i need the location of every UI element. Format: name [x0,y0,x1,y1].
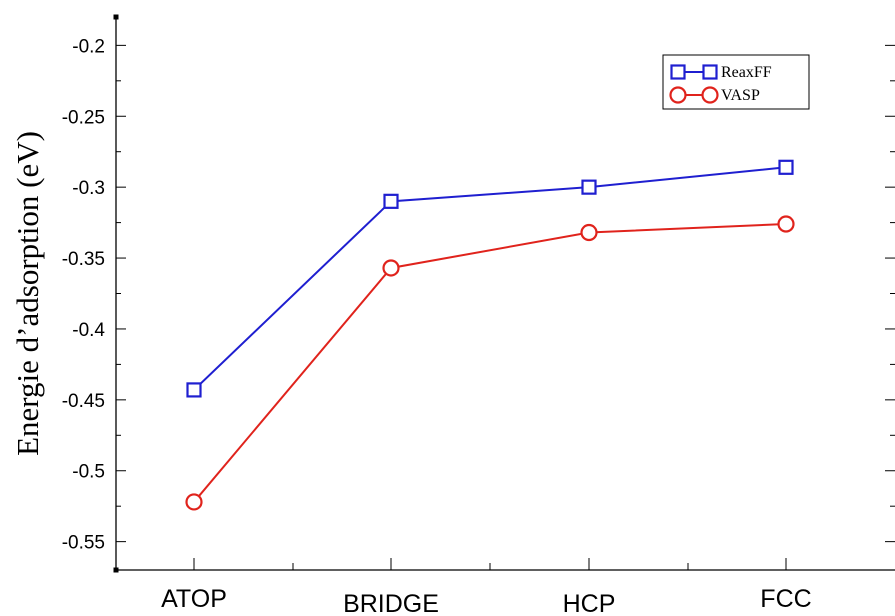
y-axis-ticks: -0.2 -0.25 -0.3 -0.35 -0.4 -0.45 -0.5 -0.55 [62,36,895,554]
series-line-vasp [193,223,787,503]
series-line-reaxff [193,166,787,391]
y-tick-label: -0.3 [72,178,105,199]
y-tick-label: -0.35 [62,249,105,270]
data-point-reaxff [778,159,794,175]
data-point-vasp [580,223,598,242]
legend-label-reaxff: ReaxFF [721,64,772,81]
y-axis-label: Energie d’adsorption (eV) [10,131,45,456]
series-vasp [185,215,795,511]
legend: ReaxFF VASP [662,54,810,110]
series-reaxff [186,159,794,398]
series-layer [185,159,795,511]
data-point-vasp [185,493,203,511]
x-tick-label: BRIDGE [343,590,439,616]
legend-box [662,54,810,110]
legend-marker-reaxff [702,64,718,80]
y-tick-label: -0.25 [62,107,105,128]
legend-label-vasp: VASP [721,87,760,104]
y-tick-label: -0.45 [62,391,105,412]
data-point-reaxff [186,382,202,398]
y-tick-label: -0.4 [72,320,105,341]
data-point-vasp [777,215,795,233]
data-point-reaxff [581,179,597,195]
x-tick-label: HCP [563,590,616,616]
legend-marker-reaxff [670,64,686,80]
y-tick-label: -0.55 [62,533,105,554]
data-point-vasp [382,259,400,277]
x-tick-label: ATOP [161,585,227,613]
x-tick-label: FCC [760,585,811,613]
corner-marker [113,567,119,573]
x-axis-ticks: ATOP BRIDGE HCP FCC [161,558,812,616]
legend-marker-vasp [701,86,719,104]
data-point-reaxff [383,193,399,209]
legend-marker-vasp [669,86,687,104]
y-tick-label: -0.5 [72,462,105,483]
corner-marker [113,14,119,20]
y-tick-label: -0.2 [72,36,105,57]
